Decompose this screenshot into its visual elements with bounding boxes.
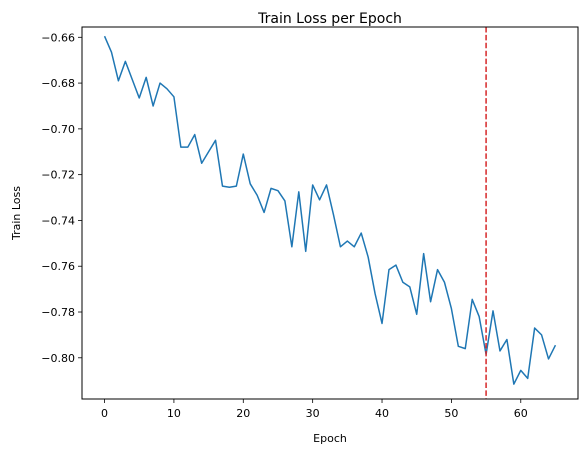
y-tick-label: −0.66 [41, 31, 75, 44]
y-axis-label: Train Loss [10, 186, 23, 241]
x-tick-label: 50 [444, 407, 458, 420]
x-tick-label: 40 [375, 407, 389, 420]
y-tick-label: −0.68 [41, 77, 75, 90]
plot-marks [103, 27, 557, 399]
plot-frame [81, 26, 579, 400]
x-tick-label: 60 [514, 407, 528, 420]
series-line-0 [103, 35, 557, 385]
x-axis-ticks: 0 10 20 30 40 50 60 [101, 399, 528, 420]
y-tick-label: −0.74 [41, 214, 75, 227]
x-tick-label: 20 [236, 407, 250, 420]
x-axis-label: Epoch [313, 432, 347, 445]
x-tick-label: 0 [101, 407, 108, 420]
x-tick-label: 10 [167, 407, 181, 420]
y-tick-label: −0.80 [41, 352, 75, 365]
y-axis-ticks: −0.66 −0.68 −0.70 −0.72 −0.74 −0.76 −0.78 −0.80 [41, 31, 82, 365]
x-tick-label: 30 [306, 407, 320, 420]
y-tick-label: −0.78 [41, 306, 75, 319]
y-tick-label: −0.72 [41, 169, 75, 182]
y-tick-label: −0.76 [41, 260, 75, 273]
chart-title: Train Loss per Epoch [257, 11, 402, 27]
y-tick-label: −0.70 [41, 123, 75, 136]
